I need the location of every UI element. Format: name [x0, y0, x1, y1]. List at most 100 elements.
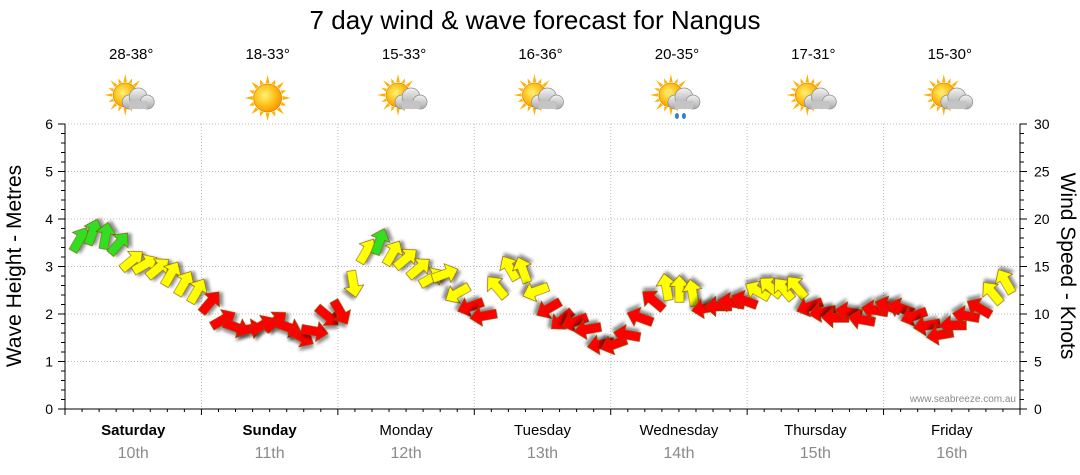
wind-arrow: [445, 282, 472, 304]
temp-range-label: 18-33°: [245, 46, 289, 63]
wind-arrow: [573, 319, 603, 341]
wind-arrow: [300, 321, 329, 343]
right-axis-label: Wind Speed - Knots: [1056, 173, 1079, 360]
left-tick-label: 6: [45, 116, 53, 132]
wind-arrow: [731, 289, 759, 310]
sun-cloud-icon: [513, 74, 564, 116]
sun-icon: [244, 75, 291, 121]
sun-cloud-icon: [922, 74, 974, 116]
credit-text: www.seabreeze.com.au: [909, 394, 1016, 405]
day-name-label: Wednesday: [639, 422, 718, 439]
wind-arrow: [786, 276, 810, 301]
temp-range-label: 20-35°: [655, 46, 699, 63]
wind-arrow: [329, 298, 351, 325]
day-date-label: 13th: [527, 445, 558, 462]
wind-arrow: [773, 278, 797, 303]
wind-arrow: [209, 309, 236, 331]
cloud-shape: [804, 87, 837, 110]
wind-arrow: [106, 232, 129, 257]
left-tick-label: 1: [45, 354, 53, 370]
right-tick-label: 20: [1034, 211, 1050, 227]
wind-arrow: [392, 248, 417, 272]
wind-arrow: [130, 254, 158, 276]
rain-drop: [681, 113, 686, 119]
chart-title: 7 day wind & wave forecast for Nangus: [310, 5, 761, 35]
wind-arrow: [343, 269, 365, 298]
day-name-label: Sunday: [243, 422, 298, 439]
left-tick-label: 5: [45, 164, 53, 180]
wind-arrow: [511, 256, 533, 285]
wind-arrow: [381, 240, 404, 268]
day-name-label: Friday: [931, 422, 973, 439]
wind-arrow: [159, 261, 182, 289]
wind-arrow: [938, 314, 967, 337]
wind-arrow: [405, 258, 430, 281]
day-labels: Saturday 10th Sunday 11th Monday 12th Tuesday 1…: [101, 422, 973, 462]
day-name-label: Saturday: [101, 422, 166, 439]
wind-arrow: [561, 312, 590, 333]
day-date-label: 14th: [663, 445, 694, 462]
wind-arrow: [186, 278, 208, 306]
wind-arrow: [994, 269, 1017, 296]
wind-arrow: [982, 282, 1005, 307]
sun-cloud-icon: [377, 74, 428, 116]
sun-rays: [244, 75, 291, 121]
right-tick-label: 10: [1034, 306, 1050, 322]
wind-arrow: [745, 280, 772, 303]
temp-range-label: 17-31°: [791, 46, 835, 63]
sun-cloud-rain-icon: [649, 74, 701, 119]
temp-range-label: 15-30°: [928, 46, 972, 63]
day-date-label: 16th: [936, 445, 967, 462]
temp-range-label: 15-33°: [382, 46, 426, 63]
wind-arrow: [197, 291, 220, 316]
wind-arrow: [847, 308, 876, 330]
wind-arrow: [314, 303, 339, 326]
day-name-label: Thursday: [784, 422, 847, 439]
day-date-label: 11th: [255, 445, 285, 462]
left-tick-label: 3: [45, 259, 53, 275]
left-tick-label: 4: [45, 211, 53, 227]
wind-arrow: [83, 218, 104, 247]
right-tick-label: 30: [1034, 116, 1050, 132]
wind-arrow: [655, 273, 677, 302]
wind-arrow: [522, 282, 551, 303]
wind-arrow: [261, 311, 287, 334]
wind-arrow: [95, 221, 117, 251]
axes-ticks: 0 1 2 3 4 5 6 0 5 10 15 20 25 30: [45, 116, 1050, 417]
cloud-shape: [667, 87, 701, 110]
wind-arrow: [536, 297, 563, 319]
day-name-label: Tuesday: [514, 422, 571, 439]
wind-arrow: [808, 302, 837, 324]
wind-arrow: [796, 297, 825, 318]
day-date-label: 12th: [391, 445, 422, 462]
wind-arrow: [642, 290, 667, 313]
wind-arrow: [370, 228, 391, 256]
wind-arrow: [469, 305, 498, 327]
cloud-shape: [394, 87, 428, 110]
daily-header: 28-38° 18-33° 15-33° 16-36° 20-35° 17-31° 15-3…: [104, 46, 974, 121]
wind-arrow: [613, 323, 642, 345]
cloud-shape: [531, 87, 564, 110]
wind-arrows: [68, 218, 1017, 356]
rain-drop: [674, 113, 679, 119]
wind-arrow: [912, 315, 942, 337]
sun-cloud-icon: [104, 74, 155, 116]
wind-arrow: [499, 255, 521, 283]
day-date-label: 10th: [118, 445, 149, 462]
wind-arrow: [118, 250, 143, 274]
wind-arrow: [668, 274, 691, 303]
left-axis-label: Wave Height - Metres: [3, 165, 26, 367]
temp-range-label: 16-36°: [518, 46, 562, 63]
cloud-shape: [121, 87, 155, 110]
right-tick-label: 15: [1034, 259, 1050, 275]
day-name-label: Monday: [379, 422, 433, 439]
wind-arrow: [430, 263, 459, 284]
wind-arrow: [486, 276, 510, 301]
wind-arrow: [900, 306, 929, 327]
day-date-label: 15th: [800, 445, 831, 462]
cloud-shape: [940, 87, 974, 110]
right-tick-label: 0: [1034, 401, 1042, 417]
sun-cloud-icon: [786, 74, 837, 116]
right-tick-label: 25: [1034, 164, 1050, 180]
